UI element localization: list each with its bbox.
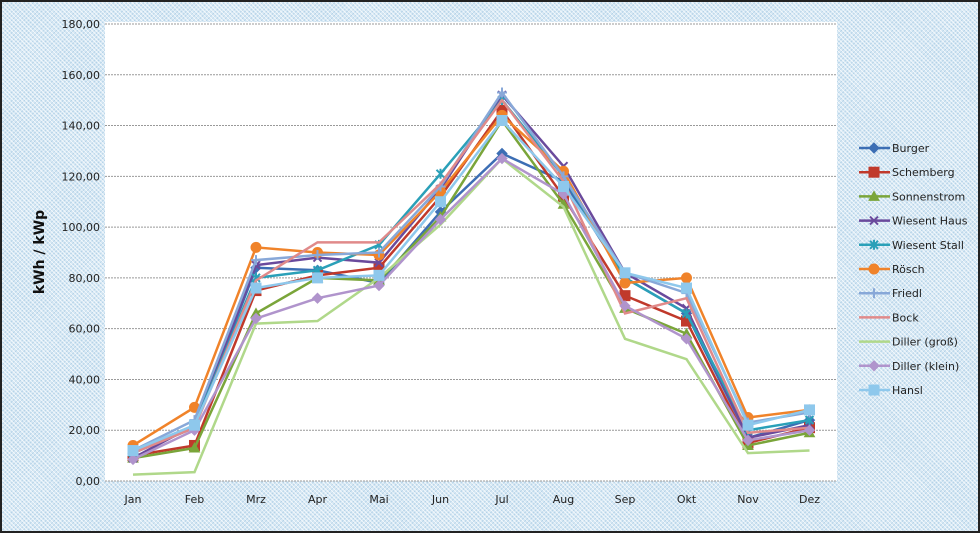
series-line [132,118,810,452]
data-point [742,419,754,431]
plot-area [105,22,837,481]
y-tick-label: 120,00 [62,170,101,183]
data-point [434,213,447,226]
data-point [803,424,816,436]
legend-label: Wiesent Haus [892,215,968,228]
data-point [869,288,879,299]
series-line [132,157,810,461]
y-axis-label: kWh / kWp [32,210,48,294]
legend-label: Bock [892,311,919,324]
data-point [869,215,879,226]
data-point [558,180,569,192]
data-point [804,404,815,416]
legend-item: Wiesent Stall [859,239,964,252]
data-point [868,360,880,372]
data-point [868,263,880,275]
data-point [373,279,385,292]
data-point [312,250,323,261]
series-hansl [127,114,815,457]
legend-label: Wiesent Stall [892,239,964,252]
legend-label: Diller (klein) [892,360,959,373]
x-tick-label: Mai [369,493,388,506]
data-point [127,445,139,457]
series-line [132,90,810,452]
x-tick-label: Okt [677,493,697,506]
data-point [868,166,880,178]
x-tick-label: Feb [185,493,204,506]
data-point [868,190,880,201]
series-diller-gro- [132,156,810,476]
series-line [132,156,810,476]
x-tick-label: Jan [124,493,142,506]
legend-item: Hansl [859,384,923,397]
legend-item: Diller (groß) [859,336,958,349]
data-point [681,272,692,284]
legend-label: Friedl [892,287,922,300]
data-point [374,257,384,268]
x-tick-label: Dez [799,493,820,506]
data-point [188,441,201,453]
data-point [496,114,508,126]
legend-item: Rösch [859,263,925,276]
legend-item: Schemberg [859,166,955,179]
x-tick-label: Aug [553,493,574,506]
x-tick-label: Sep [615,493,636,506]
data-point [742,434,754,447]
data-point [250,241,262,253]
x-tick-label: Nov [737,493,759,506]
data-point [497,87,507,98]
data-point [869,239,879,250]
data-point [435,168,446,179]
data-point [189,419,200,431]
data-point [250,312,262,325]
data-point [251,255,261,266]
y-tick-label: 60,00 [69,323,101,336]
data-point [619,277,631,289]
data-point [311,292,324,304]
data-point [868,384,880,396]
data-point [619,300,631,312]
y-tick-label: 0,00 [76,475,101,488]
data-point [681,308,692,319]
y-tick-label: 160,00 [62,69,101,82]
series-line [132,98,810,455]
data-point [681,282,692,294]
data-point [374,247,384,258]
y-tick-label: 180,00 [62,18,101,31]
data-point [496,152,508,165]
legend-label: Diller (groß) [892,336,958,349]
legend-item: Burger [859,142,930,155]
data-point [373,269,385,281]
legend-label: Schemberg [892,166,955,179]
x-tick-label: Apr [308,493,328,506]
series-line [132,113,810,447]
legend-label: Rösch [892,263,925,276]
y-tick-label: 40,00 [69,373,101,386]
legend-item: Friedl [859,287,922,300]
legend-item: Sonnenstrom [859,190,965,203]
series-bock [132,98,810,455]
y-tick-label: 20,00 [69,424,101,437]
y-tick-label: 80,00 [69,272,101,285]
y-tick-label: 100,00 [62,221,101,234]
legend-label: Hansl [892,384,923,397]
legend-label: Burger [892,142,930,155]
data-point [312,272,323,284]
legend-label: Sonnenstrom [892,190,965,203]
data-point [250,282,262,294]
data-point [680,333,693,345]
legend-item: Bock [859,311,919,324]
data-point [435,196,446,208]
data-point [868,142,880,154]
x-tick-label: Mrz [246,493,266,506]
x-tick-label: Jun [431,493,449,506]
data-point [619,267,631,279]
legend-item: Diller (klein) [859,360,959,373]
data-point [127,453,139,466]
y-tick-label: 140,00 [62,120,101,133]
legend-item: Wiesent Haus [859,215,968,228]
x-tick-label: Jul [494,493,508,506]
